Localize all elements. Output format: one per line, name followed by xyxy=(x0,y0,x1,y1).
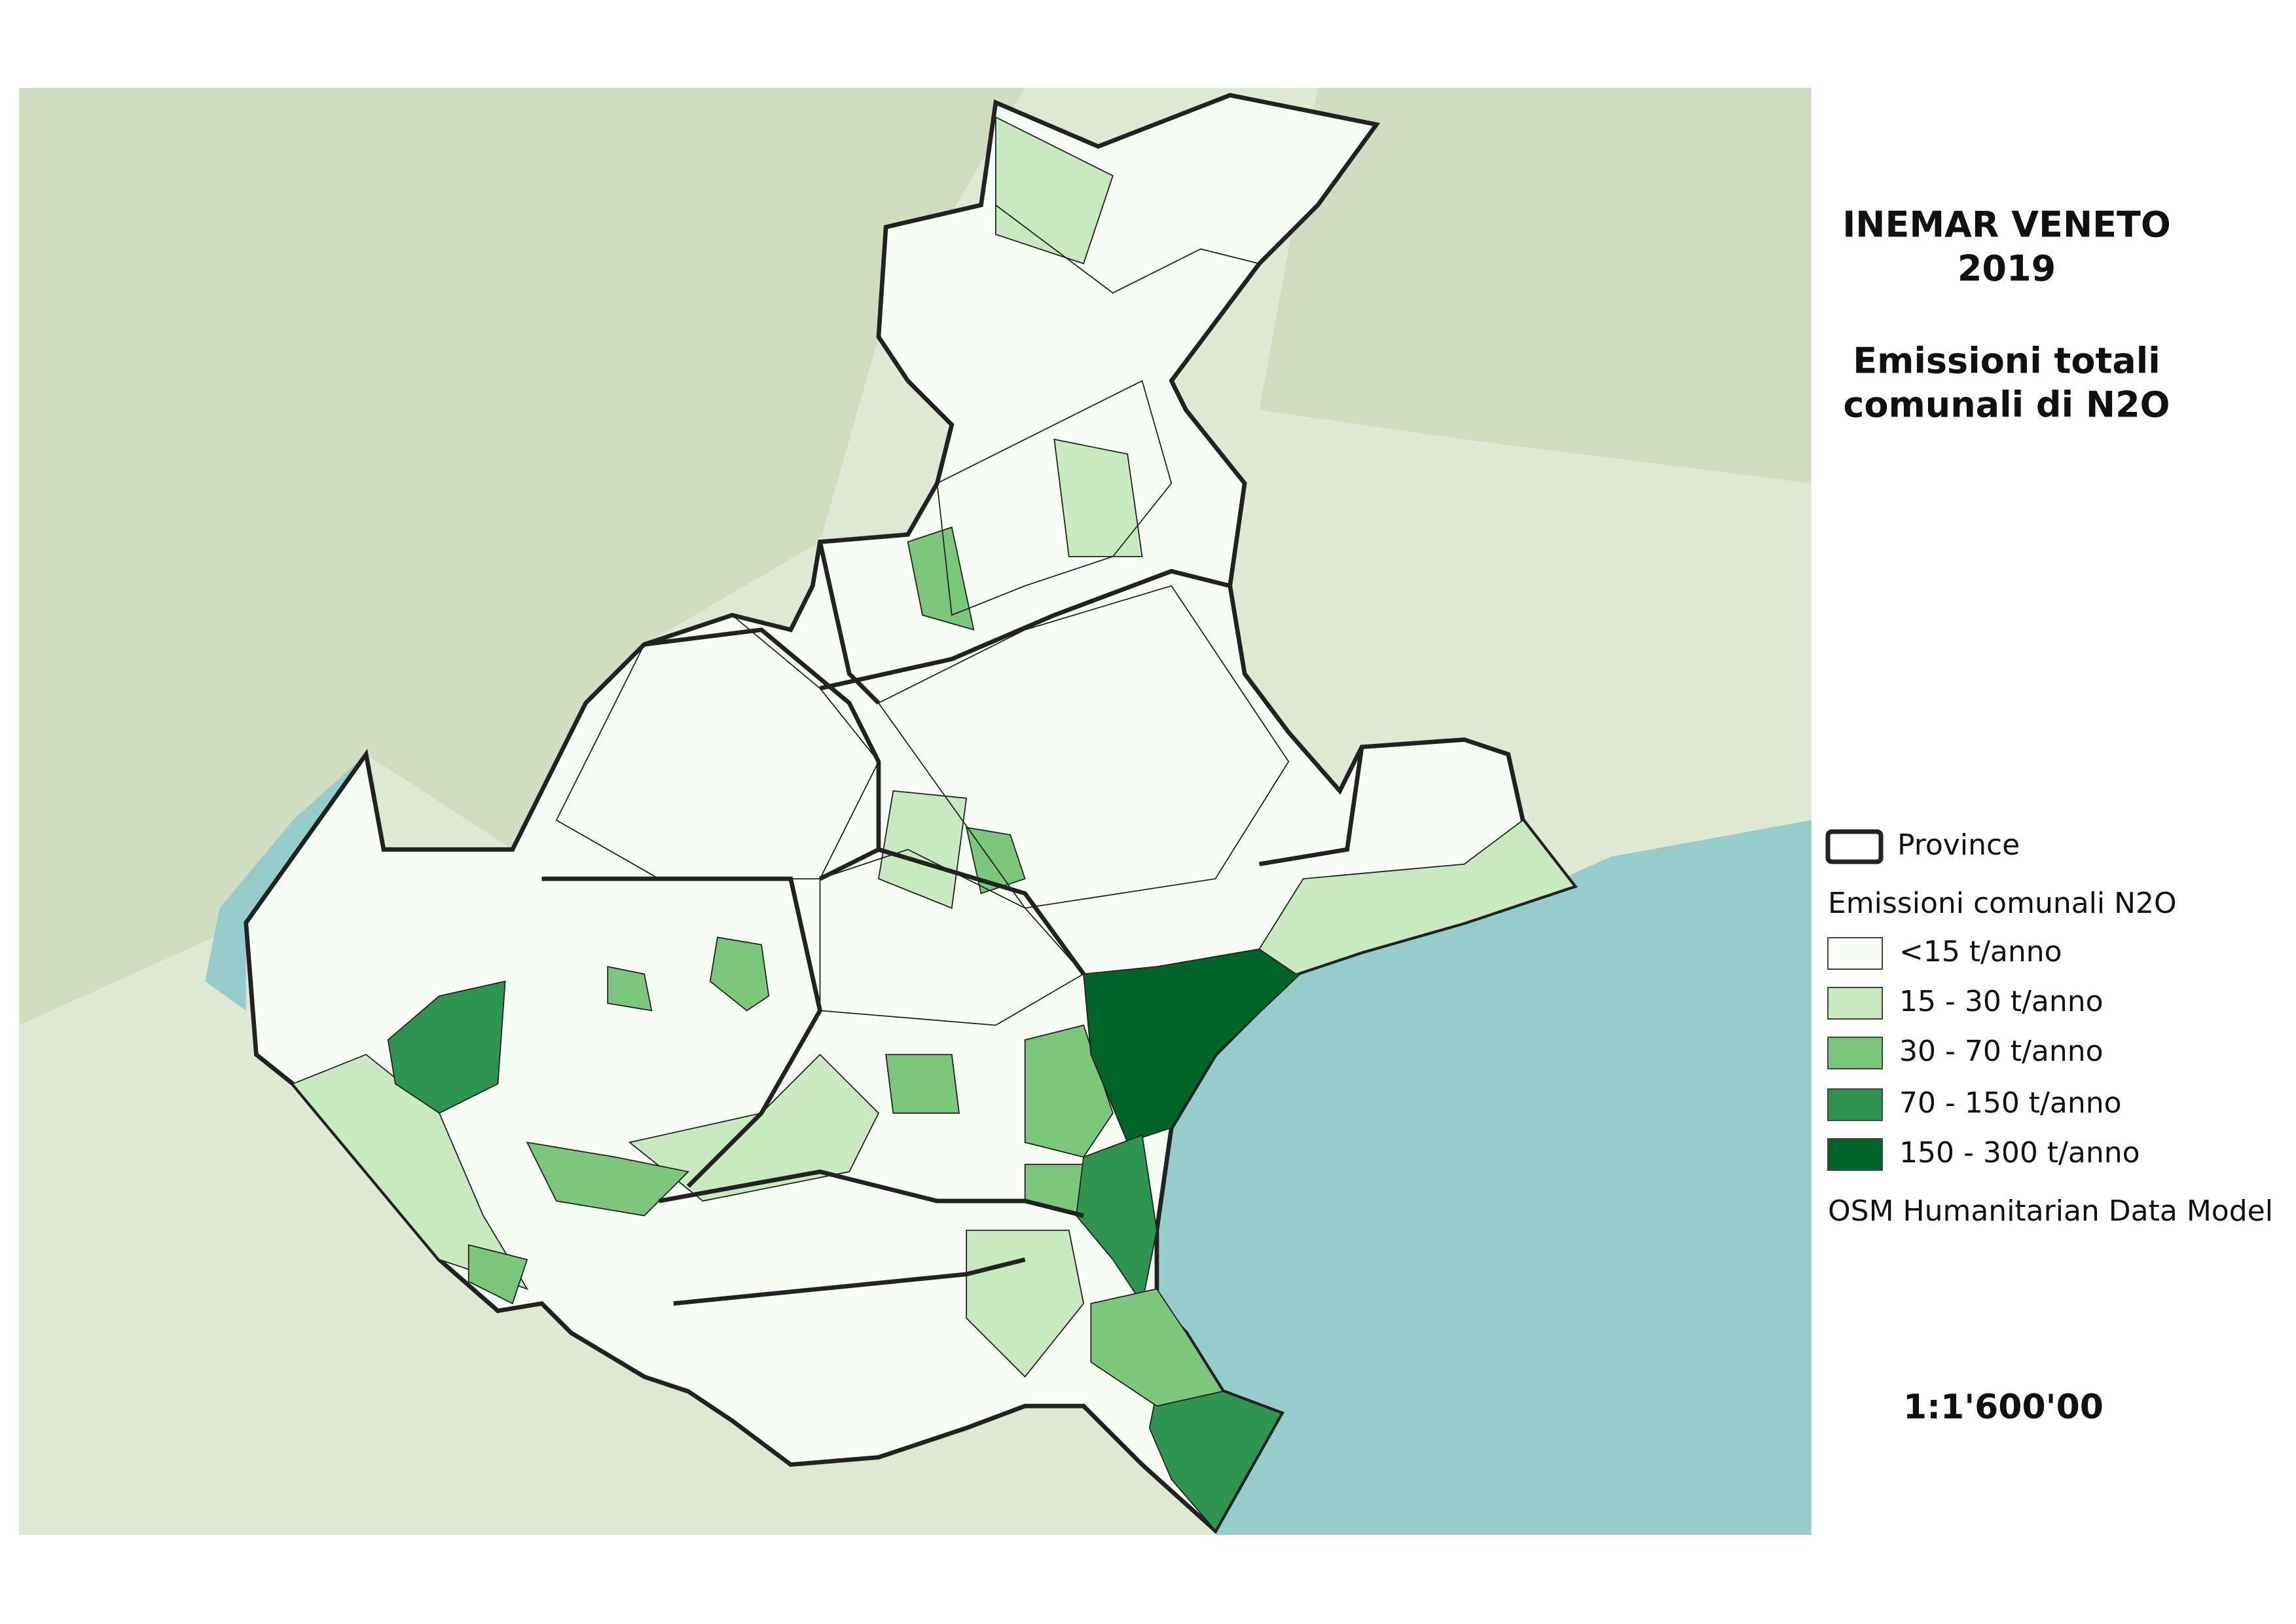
legend-swatch xyxy=(1827,987,1883,1020)
legend-label: <15 t/anno xyxy=(1899,935,2062,969)
legend-swatch xyxy=(1827,1037,1883,1069)
mountains xyxy=(19,88,1025,1025)
title-line: comunali di N2O xyxy=(1843,384,2170,426)
title-line: Emissioni totali xyxy=(1853,341,2160,382)
title-line: INEMAR VENETO xyxy=(1842,204,2171,246)
title-line: 2019 xyxy=(1958,248,2056,289)
legend-swatch xyxy=(1827,1088,1883,1121)
province-borders xyxy=(541,541,1364,1306)
mountains-east xyxy=(1259,88,1812,484)
legend-label: 70 - 150 t/anno xyxy=(1899,1086,2122,1120)
lake-garda xyxy=(205,754,367,1011)
legend-classes: <15 t/anno 15 - 30 t/anno 30 - 70 t/anno 70… xyxy=(1827,935,2140,1171)
legend-swatch xyxy=(1827,1138,1883,1171)
basemap-credit: OSM Humanitarian Data Model xyxy=(1828,1194,2273,1228)
municipalities xyxy=(291,116,1575,1532)
province-swatch xyxy=(1825,829,1884,864)
legend-swatch xyxy=(1827,937,1883,970)
legend-label: 30 - 70 t/anno xyxy=(1899,1035,2104,1068)
scale-label: 1:1'600'00 xyxy=(1903,1388,2104,1427)
legend-label: 150 - 300 t/anno xyxy=(1899,1136,2140,1170)
sea xyxy=(1156,820,1812,1535)
legend-heading: Emissioni comunali N2O xyxy=(1828,887,2177,920)
legend-label: Province xyxy=(1897,828,2020,862)
map xyxy=(19,88,1812,1535)
legend-label: 15 - 30 t/anno xyxy=(1899,985,2104,1018)
